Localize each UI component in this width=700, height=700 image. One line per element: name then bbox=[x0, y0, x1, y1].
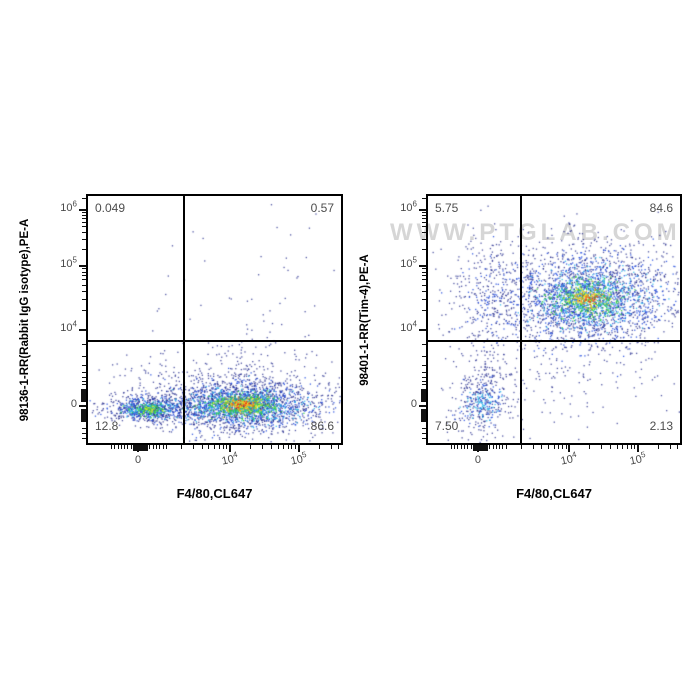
quadrant-percent-top-left: 5.75 bbox=[435, 201, 459, 215]
quadrant-gate-horizontal-line bbox=[428, 339, 680, 342]
quadrant-percent-top-right: 84.6 bbox=[649, 201, 673, 215]
quadrant-percent-top-left: 0.049 bbox=[95, 201, 126, 215]
x-axis-title: F4/80,CL647 bbox=[516, 486, 592, 501]
x-axis-title: F4/80,CL647 bbox=[176, 486, 253, 501]
plot-area: 5.75 84.6 7.50 2.13 bbox=[426, 194, 682, 445]
quadrant-percent-top-right: 0.57 bbox=[310, 201, 334, 215]
quadrant-percent-bottom-left: 7.50 bbox=[435, 419, 459, 433]
plot-area: 0.049 0.57 12.8 86.6 bbox=[86, 194, 343, 445]
y-axis-title: 98401-1-RR(Tim-4),PE-A bbox=[359, 253, 371, 386]
quadrant-percent-bottom-right: 2.13 bbox=[649, 419, 673, 433]
quadrant-gate-vertical-line bbox=[520, 196, 523, 443]
scatter-dots bbox=[88, 196, 341, 443]
quadrant-percent-bottom-left: 12.8 bbox=[95, 419, 119, 433]
scatter-dots bbox=[428, 196, 680, 443]
quadrant-percent-bottom-right: 86.6 bbox=[310, 419, 334, 433]
quadrant-gate-vertical-line bbox=[183, 196, 186, 443]
quadrant-gate-horizontal-line bbox=[88, 339, 341, 342]
y-axis-title: 98136-1-RR(Rabbit IgG isotype),PE-A bbox=[19, 218, 31, 421]
